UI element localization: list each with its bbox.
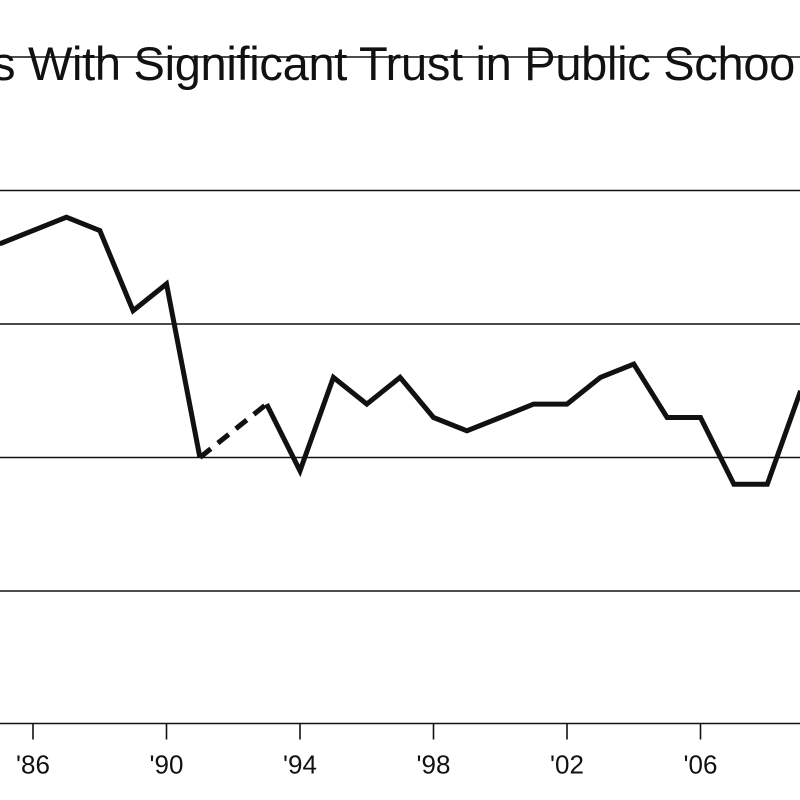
- x-tick-label: '06: [684, 750, 718, 780]
- series-line-dashed: [198, 402, 269, 460]
- x-tick-label: '98: [417, 750, 451, 780]
- x-tick-label: '94: [283, 750, 317, 780]
- data-series: [0, 214, 800, 487]
- x-tick-label: '90: [150, 750, 184, 780]
- x-tick-label: '02: [550, 750, 584, 780]
- x-axis: '86 '90 '94 '98 '02 '06: [0, 722, 800, 780]
- x-tick-label: '86: [16, 750, 50, 780]
- chart-title: s With Significant Trust in Public Schoo: [0, 37, 796, 90]
- series-line: [264, 361, 800, 487]
- gridlines: [0, 56, 800, 592]
- series-line: [0, 214, 203, 458]
